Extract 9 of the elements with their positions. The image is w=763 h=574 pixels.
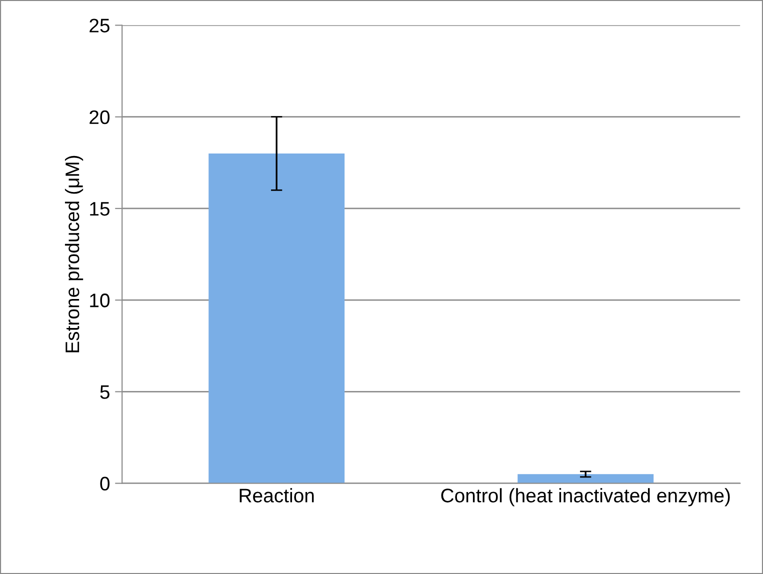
x-tick-label: Control (heat inactivated enzyme) [441, 488, 730, 506]
x-tick-label: Reaction [240, 488, 314, 502]
y-tick-label: 25 [90, 18, 110, 32]
y-tick-label: 10 [90, 294, 110, 308]
y-tick-label: 20 [90, 110, 110, 124]
y-tick-label: 0 [100, 476, 110, 491]
y-tick-label: 5 [100, 385, 110, 399]
y-axis-title: Estrone produced (μM) [64, 156, 84, 352]
y-tick-label: 15 [90, 202, 110, 216]
